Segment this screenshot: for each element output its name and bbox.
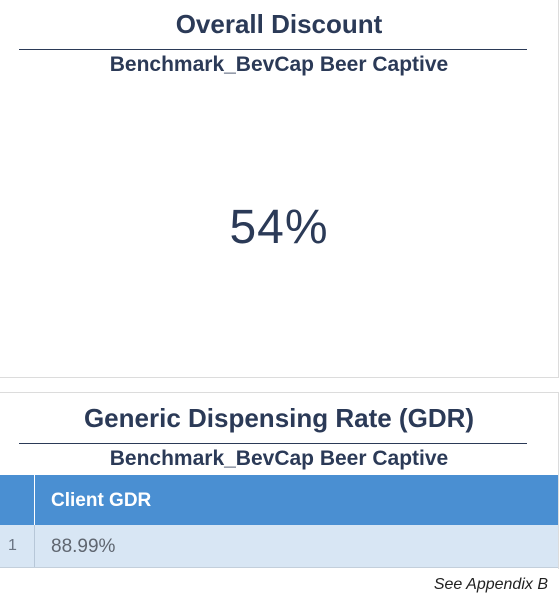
overall-discount-value: 54% [229,201,329,254]
title-divider [19,49,527,50]
row-index: 1 [8,537,17,554]
gdr-title: Generic Dispensing Rate (GDR) [83,403,475,433]
gdr-table: Client GDR 1 88.99% [0,475,558,568]
overall-discount-panel: Overall Discount Benchmark_BevCap Beer C… [0,0,559,378]
title-divider [19,443,527,444]
row-index-cell: 1 [0,525,35,567]
overall-discount-title: Overall Discount [175,9,383,39]
overall-discount-subtitle: Benchmark_BevCap Beer Captive [109,53,449,76]
column-header-client-gdr[interactable]: Client GDR [51,490,152,511]
table-row[interactable]: 1 88.99% [0,525,558,568]
gdr-subtitle: Benchmark_BevCap Beer Captive [109,447,449,470]
table-header-row: Client GDR [0,475,558,525]
client-gdr-value: 88.99% [51,536,116,557]
gdr-panel: Generic Dispensing Rate (GDR) Benchmark_… [0,392,559,569]
appendix-footnote: See Appendix B [433,576,548,593]
header-index-cell [0,475,35,525]
